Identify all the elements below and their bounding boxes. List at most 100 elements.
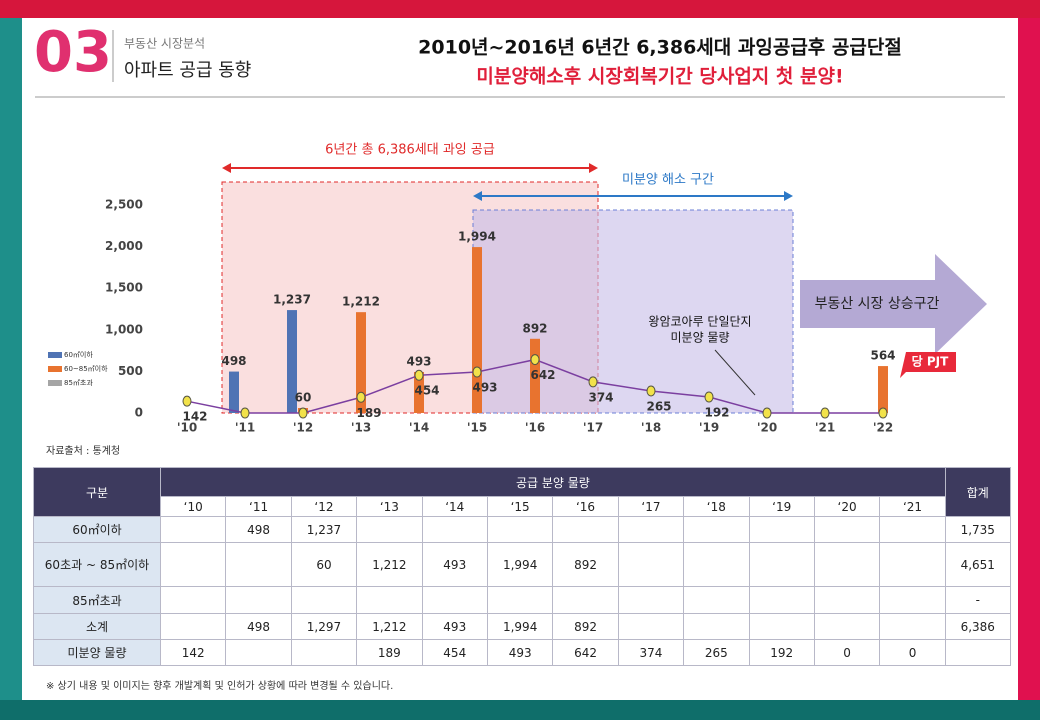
frame-top	[0, 0, 1040, 18]
cell: 60	[290, 542, 358, 587]
bar	[472, 247, 482, 413]
line-label: 493	[472, 380, 497, 394]
cell	[879, 542, 946, 587]
table-row: 소계 498 1,297 1,212 493 1,994 892 6,386	[33, 613, 1011, 640]
cell	[617, 613, 685, 640]
oversupply-label: 6년간 총 6,386세대 과잉 공급	[325, 143, 495, 158]
cell	[683, 586, 750, 614]
cell	[813, 542, 881, 587]
cell	[486, 586, 554, 614]
cell	[748, 586, 815, 614]
x-tick-label: '19	[699, 421, 719, 435]
footnote: ※ 상기 내용 및 이미지는 향후 개발계획 및 인허가 상황에 따라 변경될 …	[46, 679, 393, 692]
line-point	[356, 391, 366, 403]
cell	[290, 639, 358, 666]
cell	[159, 542, 227, 587]
cell	[486, 516, 554, 543]
cell	[813, 613, 881, 640]
x-tick-label: '11	[235, 421, 255, 435]
bar-label: 1,237	[273, 293, 311, 307]
cell	[879, 586, 946, 614]
cell	[879, 516, 946, 543]
year-cell: ‘10	[159, 496, 227, 517]
cell	[552, 516, 619, 543]
row-label: 60초과 ~ 85㎡이하	[33, 542, 161, 587]
cell	[356, 586, 423, 614]
year-cell: ‘20	[813, 496, 881, 517]
cell	[748, 613, 815, 640]
bar-label: 892	[522, 321, 547, 335]
year-cell: ‘12	[290, 496, 358, 517]
cell: 892	[552, 542, 619, 587]
year-cell: ‘18	[683, 496, 750, 517]
frame-bottom	[0, 700, 1040, 720]
cell: 0	[813, 639, 881, 666]
line-point	[646, 385, 656, 397]
subheadline: 미분양해소후 시장회복기간 당사업지 첫 분양!	[476, 66, 843, 88]
cell	[617, 586, 685, 614]
line-label: 189	[356, 406, 381, 420]
section-title: 아파트 공급 동향	[124, 60, 251, 81]
year-cell: ‘19	[748, 496, 815, 517]
cell: 1,212	[356, 542, 423, 587]
year-cell: ‘14	[421, 496, 488, 517]
y-tick-label: 500	[118, 364, 143, 378]
table-row: 60초과 ~ 85㎡이하 60 1,212 493 1,994 892 4,651	[33, 542, 1011, 587]
x-tick-label: '18	[641, 421, 661, 435]
line-point	[588, 376, 598, 388]
cell: 1,994	[486, 542, 554, 587]
rise-arrow	[800, 254, 987, 354]
x-tick-label: '15	[467, 421, 487, 435]
header-cell: 공급 분양 물량	[160, 467, 946, 497]
header-cell: 구분	[33, 467, 161, 517]
year-cell: ‘13	[356, 496, 423, 517]
y-tick-label: 1,500	[105, 281, 143, 295]
table-row: 60㎡이하 498 1,237 1,735	[33, 516, 1011, 543]
year-cell: ‘11	[225, 496, 292, 517]
y-tick-label: 0	[135, 406, 143, 420]
year-cell: ‘21	[879, 496, 946, 517]
headline: 2010년~2016년 6년간 6,386세대 과잉공급후 공급단절	[418, 37, 902, 59]
x-tick-label: '21	[815, 421, 835, 435]
cell	[813, 586, 881, 614]
cell: 892	[552, 613, 619, 640]
note: 왕암코아루 단일단지	[648, 315, 751, 329]
x-tick-label: '12	[293, 421, 313, 435]
legend-swatch	[48, 366, 62, 372]
line-point	[704, 391, 714, 403]
cell	[683, 516, 750, 543]
line-point	[878, 407, 888, 419]
line-label: 142	[182, 410, 207, 424]
cell	[421, 516, 488, 543]
bar	[878, 366, 888, 413]
line-label: 374	[588, 390, 613, 404]
year-cell: ‘17	[617, 496, 685, 517]
cell: 1,297	[290, 613, 358, 640]
cell: 642	[552, 639, 619, 666]
cell	[813, 516, 881, 543]
x-tick-label: '10	[177, 421, 197, 435]
bar-label: 564	[870, 349, 895, 363]
legend-swatch	[48, 380, 62, 386]
cell	[225, 639, 292, 666]
cell: 142	[159, 639, 227, 666]
cell: 265	[683, 639, 750, 666]
cell	[617, 516, 685, 543]
cell	[421, 586, 488, 614]
bar-label: 493	[406, 354, 431, 368]
cell: 493	[421, 542, 488, 587]
line-label: 454	[414, 384, 439, 398]
project-label: 당 PJT	[912, 354, 949, 369]
cell	[356, 516, 423, 543]
header-cell: 합계	[944, 467, 1011, 517]
source: 자료출처 : 통계청	[46, 445, 120, 457]
table-row: 85㎡초과 -	[33, 586, 1011, 614]
x-tick-label: '22	[873, 421, 893, 435]
rise-label: 부동산 시장 상승구간	[815, 296, 940, 312]
note-pointer	[714, 349, 756, 396]
category: 부동산 시장분석	[124, 37, 205, 51]
line-point	[820, 407, 830, 419]
row-label: 85㎡초과	[33, 586, 161, 614]
legend-label: 60~85㎡이하	[64, 364, 108, 373]
cell	[552, 586, 619, 614]
